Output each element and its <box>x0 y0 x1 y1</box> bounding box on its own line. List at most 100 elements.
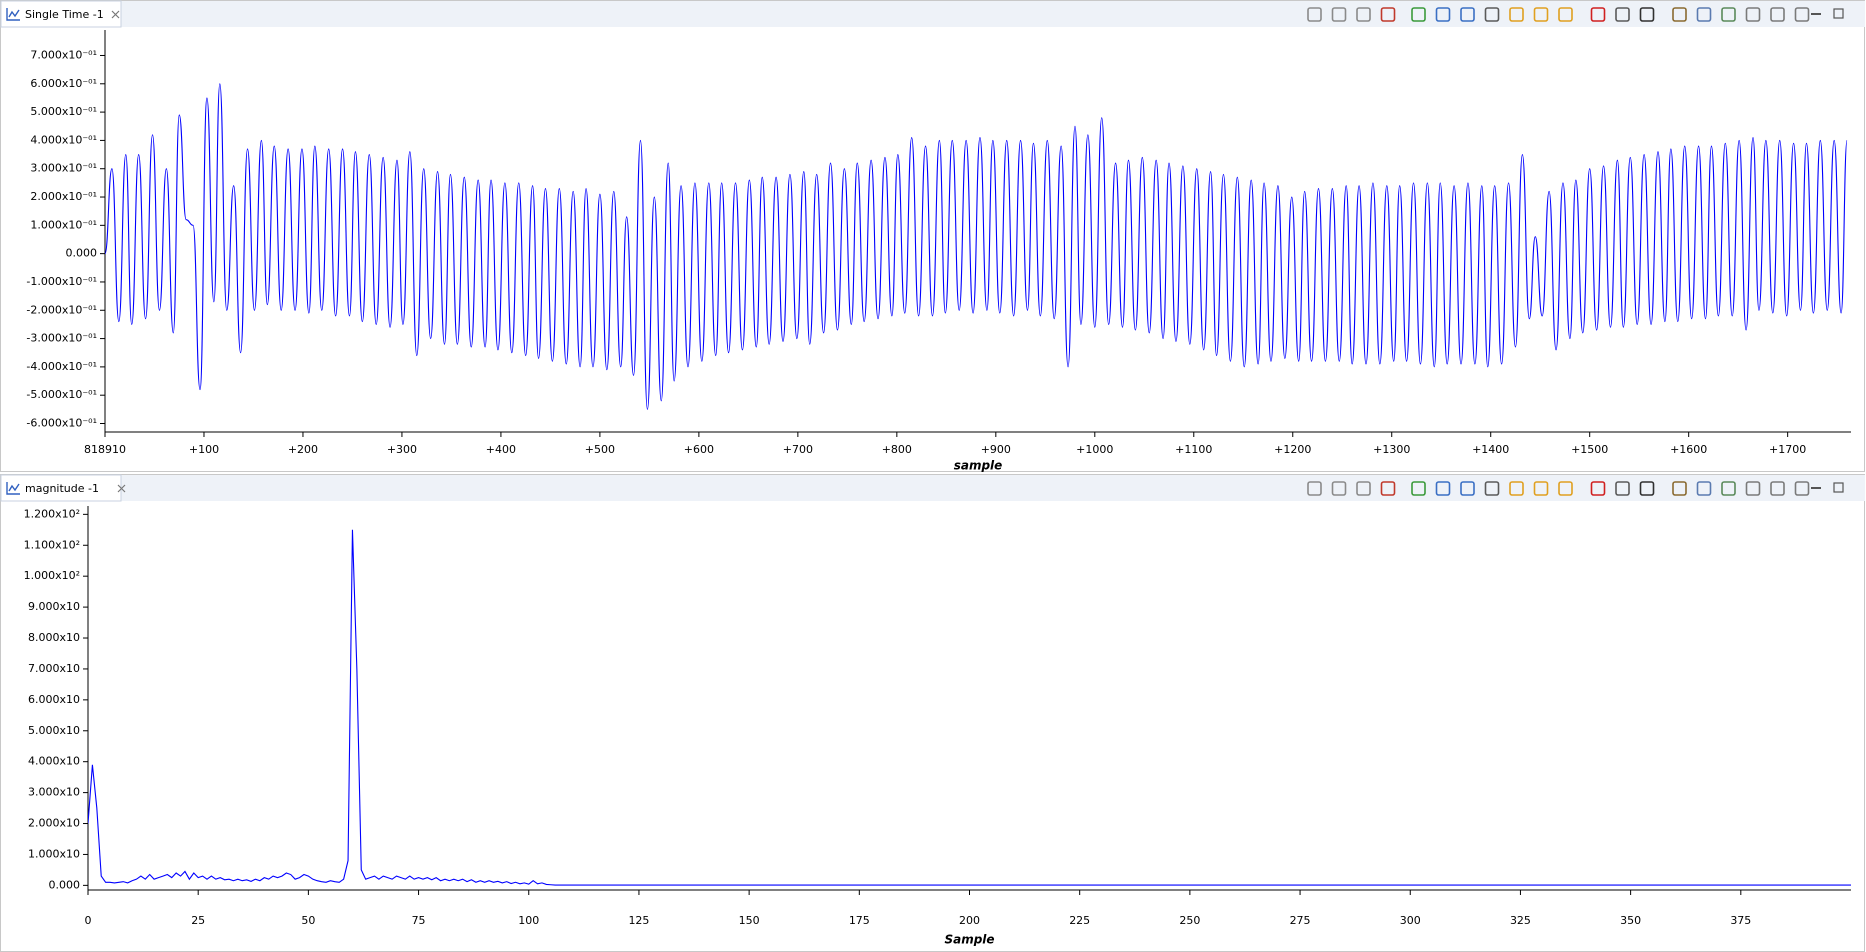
x-tick-label: +300 <box>387 443 417 456</box>
toolbar-icon[interactable] <box>1745 7 1761 22</box>
y-tick-label: 5.000x10 <box>28 724 80 737</box>
tab-bar <box>1 1 1865 27</box>
toolbar-icon[interactable] <box>1590 481 1606 496</box>
toolbar-icon[interactable] <box>1435 7 1451 22</box>
maximize-button[interactable] <box>1833 482 1844 493</box>
toolbar-icon[interactable] <box>1639 481 1655 496</box>
maximize-button[interactable] <box>1833 8 1844 19</box>
tab[interactable] <box>0 474 122 502</box>
x-tick-label: +100 <box>189 443 219 456</box>
y-tick-label: 7.000x10⁻⁰¹ <box>30 48 97 61</box>
toolbar-icon[interactable] <box>1380 481 1396 496</box>
toolbar-icon[interactable] <box>1590 7 1606 22</box>
toolbar-icon[interactable] <box>1745 481 1761 496</box>
y-tick-label: 1.000x10⁻⁰¹ <box>30 218 97 231</box>
toolbar-icon[interactable] <box>1558 481 1573 496</box>
x-tick-label: 100 <box>518 914 539 927</box>
toolbar-icon[interactable] <box>1411 7 1426 22</box>
toolbar-icon[interactable] <box>1356 481 1371 496</box>
x-tick-label: +1600 <box>1670 443 1707 456</box>
minimize-button[interactable] <box>1811 487 1821 489</box>
y-tick-label: 1.000x10² <box>24 569 80 582</box>
toolbar-icon[interactable] <box>1356 7 1371 22</box>
toolbar-icon[interactable] <box>1696 7 1712 22</box>
y-tick-label: 1.200x10² <box>24 507 80 520</box>
x-tick-label: 325 <box>1510 914 1531 927</box>
y-tick-label: 6.000x10 <box>28 693 80 706</box>
x-axis-title: sample <box>954 459 1003 473</box>
toolbar-icon[interactable] <box>1721 481 1736 496</box>
toolbar-icon[interactable] <box>1435 481 1451 496</box>
x-tick-label: +900 <box>981 443 1011 456</box>
toolbar-icon[interactable] <box>1672 481 1687 496</box>
y-tick-label: 2.000x10⁻⁰¹ <box>30 190 97 203</box>
x-tick-label: 275 <box>1290 914 1311 927</box>
x-tick-label: +700 <box>783 443 813 456</box>
x-tick-label: 75 <box>412 914 426 927</box>
toolbar-icon[interactable] <box>1331 7 1347 22</box>
toolbar-icon[interactable] <box>1484 481 1500 496</box>
y-tick-label: -5.000x10⁻⁰¹ <box>26 388 97 401</box>
y-tick-label: -4.000x10⁻⁰¹ <box>26 360 97 373</box>
y-tick-label: 9.000x10 <box>28 600 80 613</box>
toolbar-icon[interactable] <box>1794 481 1810 496</box>
y-tick-label: -6.000x10⁻⁰¹ <box>26 417 97 430</box>
toolbar-icon[interactable] <box>1639 7 1655 22</box>
x-tick-label: +400 <box>486 443 516 456</box>
toolbar-icon[interactable] <box>1770 481 1785 496</box>
x-tick-label: 300 <box>1400 914 1421 927</box>
toolbar-icon[interactable] <box>1533 7 1549 22</box>
y-tick-label: 5.000x10⁻⁰¹ <box>30 105 97 118</box>
toolbar-icon[interactable] <box>1721 7 1736 22</box>
tab[interactable] <box>0 0 122 28</box>
x-tick-label: 818910 <box>84 443 126 456</box>
signal-line <box>105 83 1848 410</box>
y-tick-label: -3.000x10⁻⁰¹ <box>26 332 97 345</box>
toolbar-icon[interactable] <box>1460 7 1475 22</box>
toolbar-icon[interactable] <box>1533 481 1549 496</box>
toolbar-icon[interactable] <box>1696 481 1712 496</box>
tab-title[interactable]: Single Time -1 <box>25 8 104 21</box>
toolbar-icon[interactable] <box>1460 481 1475 496</box>
tab-close[interactable] <box>117 484 126 493</box>
toolbar-icon[interactable] <box>1615 481 1630 496</box>
toolbar-icon[interactable] <box>1509 481 1524 496</box>
y-tick-label: 0.000 <box>49 878 81 891</box>
toolbar-icon[interactable] <box>1307 7 1322 22</box>
graph-panel: Single Time -1 7.000x10⁻⁰¹ 6.000x10⁻⁰¹ 5.00… <box>0 0 1865 473</box>
x-tick-label: +600 <box>684 443 714 456</box>
toolbar-icon[interactable] <box>1558 7 1573 22</box>
minimize-button[interactable] <box>1811 13 1821 15</box>
x-tick-label: +1100 <box>1175 443 1212 456</box>
x-tick-label: +1200 <box>1274 443 1311 456</box>
toolbar-icon[interactable] <box>1331 481 1347 496</box>
toolbar-icon[interactable] <box>1672 7 1687 22</box>
graph-panel: magnitude -1 1.200x10² 1.100x10² 1.000x10² 9… <box>0 474 1865 952</box>
toolbar-icon[interactable] <box>1484 7 1500 22</box>
tab-title[interactable]: magnitude -1 <box>25 482 99 495</box>
x-tick-label: 50 <box>301 914 315 927</box>
x-tick-label: 375 <box>1730 914 1751 927</box>
x-tick-label: +500 <box>585 443 615 456</box>
y-tick-label: 6.000x10⁻⁰¹ <box>30 77 97 90</box>
x-tick-label: +1400 <box>1472 443 1509 456</box>
tab-close[interactable] <box>111 10 120 19</box>
x-tick-label: 125 <box>628 914 649 927</box>
y-tick-label: 8.000x10 <box>28 631 80 644</box>
y-tick-label: 7.000x10 <box>28 662 80 675</box>
toolbar-icon[interactable] <box>1411 481 1426 496</box>
toolbar-icon[interactable] <box>1509 7 1524 22</box>
y-tick-label: -2.000x10⁻⁰¹ <box>26 303 97 316</box>
toolbar-icon[interactable] <box>1615 7 1630 22</box>
toolbar-icon[interactable] <box>1770 7 1785 22</box>
toolbar-icon[interactable] <box>1380 7 1396 22</box>
x-tick-label: 225 <box>1069 914 1090 927</box>
x-tick-label: +1000 <box>1076 443 1113 456</box>
y-tick-label: 3.000x10⁻⁰¹ <box>30 162 97 175</box>
toolbar-icon[interactable] <box>1794 7 1810 22</box>
tab-bar <box>1 475 1865 501</box>
toolbar-icon[interactable] <box>1307 481 1322 496</box>
x-tick-label: 0 <box>85 914 92 927</box>
